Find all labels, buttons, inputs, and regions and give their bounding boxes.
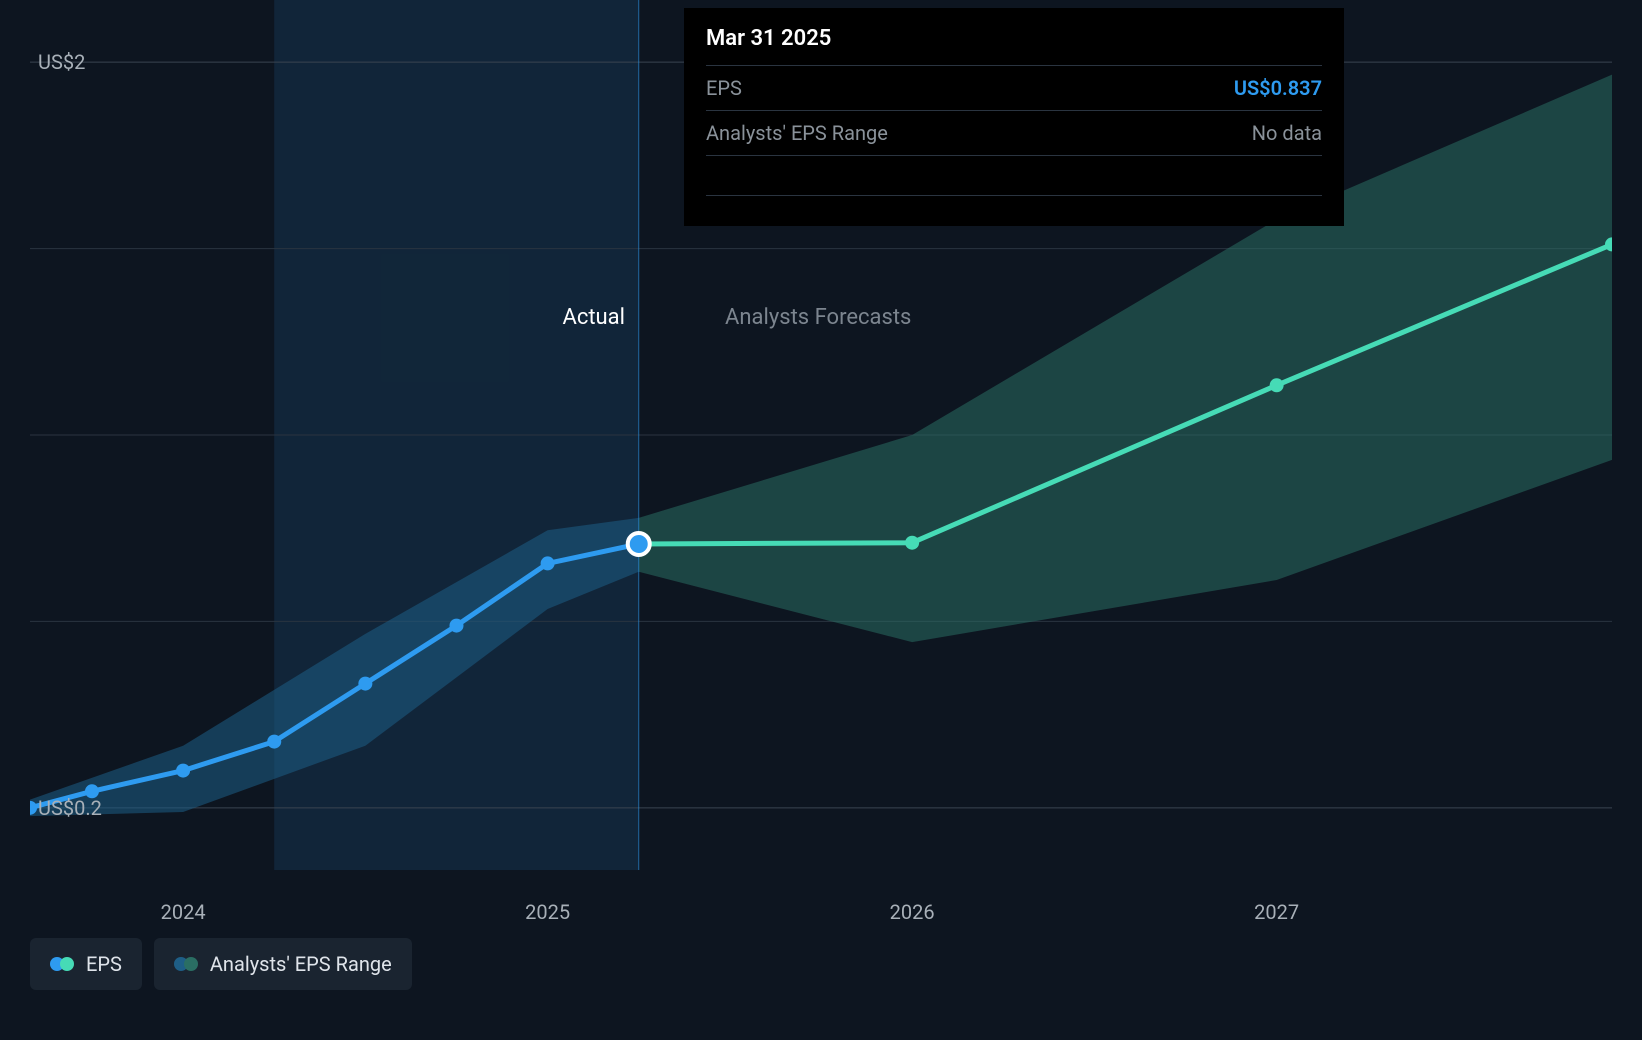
tooltip-row-label: Analysts' EPS Range	[706, 121, 888, 145]
tooltip-spacer	[706, 156, 1322, 196]
region-label-forecast: Analysts Forecasts	[725, 305, 911, 330]
tooltip-row-value: No data	[1252, 121, 1322, 145]
xtick-label: 2027	[1254, 900, 1299, 924]
legend-dots	[174, 957, 198, 971]
legend-item-label: EPS	[86, 952, 122, 976]
region-label-actual: Actual	[562, 305, 625, 330]
xtick-label: 2024	[161, 900, 206, 924]
tooltip: Mar 31 2025 EPS US$0.837 Analysts' EPS R…	[684, 8, 1344, 226]
tooltip-row-label: EPS	[706, 76, 742, 100]
xtick-label: 2026	[890, 900, 935, 924]
legend-dots	[50, 957, 74, 971]
legend-item-label: Analysts' EPS Range	[210, 952, 392, 976]
tooltip-row-value: US$0.837	[1234, 76, 1322, 100]
legend-dot-icon	[60, 957, 74, 971]
legend-dot-icon	[184, 957, 198, 971]
legend: EPS Analysts' EPS Range	[30, 938, 412, 990]
ytick-label: US$0.2	[38, 796, 102, 820]
tooltip-row: Analysts' EPS Range No data	[706, 111, 1322, 156]
tooltip-row: EPS US$0.837	[706, 66, 1322, 111]
xtick-label: 2025	[525, 900, 570, 924]
legend-item-range[interactable]: Analysts' EPS Range	[154, 938, 412, 990]
legend-item-eps[interactable]: EPS	[30, 938, 142, 990]
ytick-label: US$2	[38, 50, 85, 74]
tooltip-date: Mar 31 2025	[706, 26, 1322, 66]
